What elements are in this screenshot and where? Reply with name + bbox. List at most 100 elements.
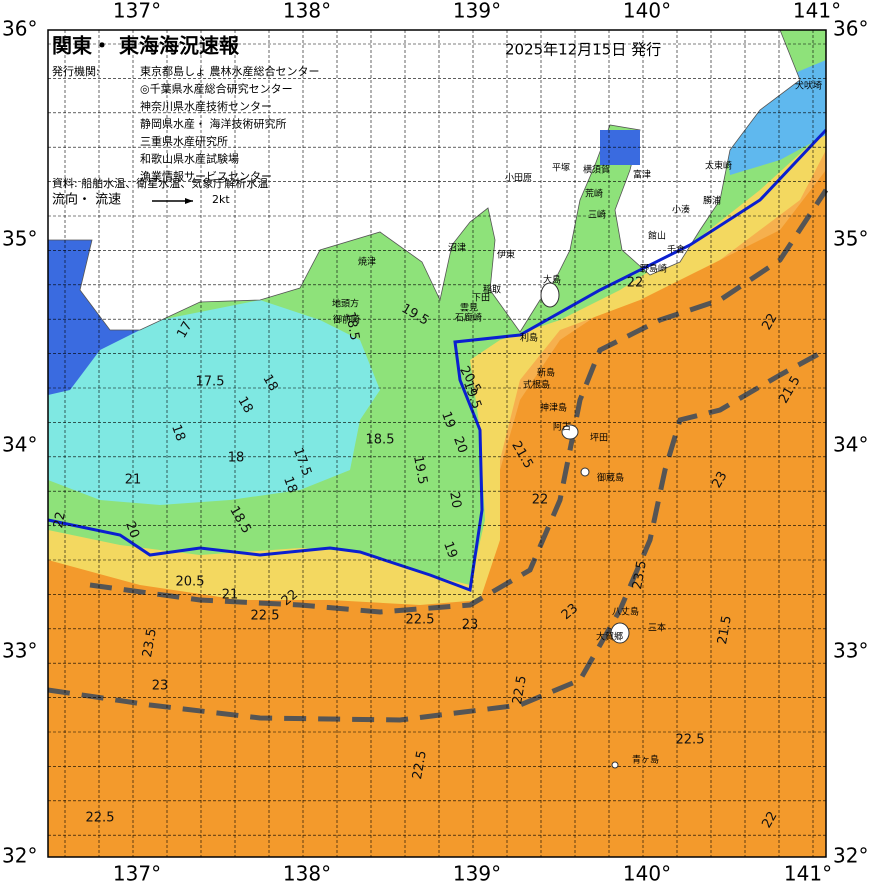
land: [47, 29, 801, 333]
place-name: 小湊: [672, 204, 690, 216]
agency: 漁業情報サービスセンター: [140, 169, 272, 183]
lon-label-bottom: 137°: [113, 862, 161, 886]
place-name: 地頭方: [332, 298, 359, 310]
lon-label-top: 140°: [623, 0, 671, 23]
place-name: 下田: [472, 293, 490, 304]
map-frame: [47, 29, 827, 858]
place-name: 御蔵島: [597, 472, 624, 484]
kuroshio-south: [47, 347, 828, 723]
contour-label: 23: [462, 618, 479, 633]
contour-label: 22: [759, 809, 780, 831]
island: [580, 467, 590, 477]
contour-label: 23: [152, 679, 169, 694]
contour-label: 19: [438, 410, 458, 431]
contour-label: 18: [259, 372, 280, 394]
contour-label: 23.5: [630, 559, 650, 590]
contour-label: 17.5: [196, 375, 225, 390]
islands: [540, 282, 630, 769]
place-name: 雲見: [460, 303, 478, 314]
contour-label: 18.5: [366, 433, 395, 448]
lat-label-right: 34°: [833, 433, 868, 457]
place-name: 館山: [648, 230, 666, 242]
lat-label-left: 35°: [2, 227, 37, 251]
island: [610, 622, 630, 644]
agency: 和歌山県水産試験場: [140, 152, 239, 166]
place-name: 稲取: [483, 284, 501, 296]
lon-label-bottom: 140°: [623, 862, 671, 886]
contour-label: 18: [168, 423, 188, 444]
grid: [48, 30, 826, 857]
contour-label: 18: [228, 451, 245, 466]
contour-label: 20: [122, 520, 142, 541]
contour-label: 22.5: [410, 749, 430, 780]
contour-label: 22.5: [676, 733, 705, 748]
issue-date: 2025年12月15日 発行: [505, 41, 661, 59]
contour-label: 21.5: [715, 614, 735, 645]
place-name: 千倉: [667, 244, 685, 256]
legend-scale: 2kt: [212, 193, 230, 206]
cyan-sea: [48, 300, 380, 505]
place-name: 神津島: [540, 402, 567, 414]
place-name: 太東崎: [705, 160, 732, 172]
lat-label-left: 34°: [2, 433, 37, 457]
contour-label: 19.5: [410, 454, 430, 485]
source: 資料: 船舶水温、衛星水温、気象庁解析水温: [52, 176, 268, 190]
place-name: 新島: [537, 367, 555, 379]
place-name: 伊東: [497, 249, 515, 261]
lon-label-bottom: 141°: [784, 862, 832, 886]
contour-label: 22: [532, 493, 549, 508]
lat-label-right: 33°: [833, 639, 868, 663]
place-name: 式根島: [523, 379, 550, 391]
place-name: 野島崎: [640, 263, 667, 275]
agency: 東京都島しょ 農林水産総合センター: [140, 64, 320, 78]
agency-label: 発行機関:: [52, 64, 100, 78]
contour-label: 19: [440, 540, 460, 561]
lon-label-top: 137°: [113, 0, 161, 23]
place-name: 三本: [648, 622, 666, 634]
legend-arrow-head: [185, 198, 193, 204]
place-name: 富津: [633, 169, 651, 181]
contour-label: 17: [174, 319, 195, 341]
contour-label: 22.5: [86, 811, 115, 826]
contour-label: 18: [234, 394, 255, 416]
contour-label: 21: [125, 473, 142, 488]
lon-label-top: 138°: [283, 0, 331, 23]
place-name: 犬吠埼: [795, 80, 822, 92]
place-name: 沼津: [448, 243, 466, 254]
place-name: 阿古: [553, 421, 571, 433]
contour-label: 22.5: [251, 609, 280, 624]
contour-label: 20: [450, 435, 470, 456]
island: [611, 761, 619, 769]
place-name: 焼津: [358, 257, 376, 268]
contour-label: 23: [709, 469, 730, 491]
lon-label-bottom: 139°: [453, 862, 501, 886]
place-name: 利島: [520, 332, 538, 344]
place-name: 大賀郷: [596, 631, 623, 643]
lon-label-top: 139°: [453, 0, 501, 23]
legend-label: 流向・ 流速: [52, 192, 121, 208]
lat-label-left: 33°: [2, 639, 37, 663]
lat-label-left: 32°: [2, 844, 37, 868]
lat-label-right: 36°: [833, 17, 868, 41]
place-name: 青ヶ島: [632, 754, 659, 766]
place-name: 大島: [543, 274, 561, 286]
kuroshio-north: [89, 188, 829, 615]
place-name: 石廊崎: [455, 312, 482, 324]
contour-label: 22: [627, 276, 644, 291]
agency: ◎千葉県水産総合研究センター: [140, 82, 293, 96]
lat-label-right: 35°: [833, 227, 868, 251]
agency: 三重県水産研究所: [140, 134, 228, 148]
contour-label: 22: [759, 311, 780, 333]
place-name: 荒崎: [585, 188, 603, 200]
isotherm-20: [47, 128, 828, 593]
lat-label-right: 32°: [833, 844, 868, 868]
place-name: 三崎: [588, 209, 606, 221]
contour-label: 22: [51, 511, 69, 530]
island: [540, 282, 560, 308]
contour-label: 18: [280, 475, 300, 496]
lon-label-top: 141°: [793, 0, 841, 23]
title: 関東・ 東海海況速報: [52, 34, 240, 58]
contour-label: 22.5: [510, 674, 530, 705]
